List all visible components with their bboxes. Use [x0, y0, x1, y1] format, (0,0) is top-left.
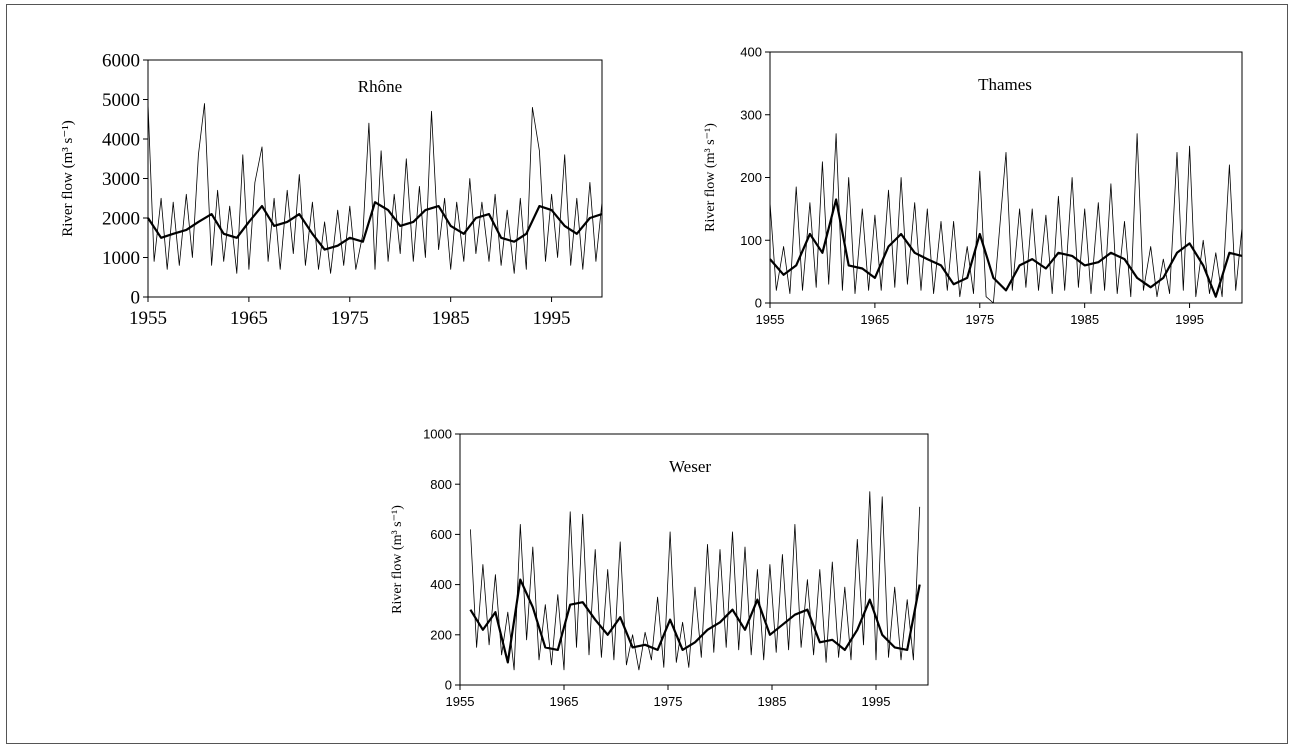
x-tick-label: 1975 — [965, 312, 994, 327]
x-tick-label: 1965 — [230, 308, 268, 329]
x-tick-label: 1975 — [331, 308, 369, 329]
x-tick-label: 1965 — [550, 694, 579, 709]
chart-2: 0 200 400 600 800 1000 1955 1965 1975 1985 1995 Wes… — [390, 427, 929, 709]
x-tick-label: 1995 — [533, 308, 571, 329]
chart-title: Rhône — [358, 77, 402, 96]
x-tick-label: 1975 — [654, 694, 683, 709]
y-tick-label: 800 — [430, 477, 452, 492]
y-axis-label: River flow (m³ s⁻¹) — [703, 123, 718, 232]
chart-1: 0 100 200 300 400 1955 1965 1975 1985 1995 Thames R… — [703, 45, 1243, 327]
series-line-thick — [147, 201, 603, 251]
series-line-thick — [469, 578, 921, 664]
chart-title: Thames — [978, 75, 1032, 94]
y-tick-label: 1000 — [102, 248, 140, 269]
series-line-thin — [769, 133, 1243, 304]
y-tick-label: 5000 — [102, 90, 140, 111]
x-tick-label: 1985 — [758, 694, 787, 709]
chart-0: 0 1000 2000 3000 4000 5000 6000 1955 1965 1975 198… — [60, 51, 603, 329]
y-tick-label: 4000 — [102, 130, 140, 151]
y-axis-label: River flow (m³ s⁻¹) — [60, 120, 76, 236]
y-tick-label: 0 — [445, 678, 452, 693]
y-tick-label: 1000 — [423, 427, 452, 442]
x-tick-label: 1955 — [756, 312, 785, 327]
x-tick-label: 1985 — [1070, 312, 1099, 327]
series-line-thick — [769, 198, 1243, 298]
y-axis-label: River flow (m³ s⁻¹) — [390, 505, 405, 614]
y-tick-label: 0 — [131, 288, 141, 309]
x-tick-label: 1995 — [1175, 312, 1204, 327]
x-tick-label: 1955 — [446, 694, 475, 709]
x-tick-label: 1995 — [862, 694, 891, 709]
y-tick-label: 300 — [740, 107, 762, 122]
y-tick-label: 6000 — [102, 51, 140, 72]
y-tick-label: 600 — [430, 527, 452, 542]
y-tick-label: 200 — [430, 627, 452, 642]
y-tick-label: 100 — [740, 233, 762, 248]
series-line-thin — [470, 491, 921, 671]
x-tick-label: 1955 — [129, 308, 167, 329]
y-tick-label: 2000 — [102, 209, 140, 230]
y-tick-label: 400 — [740, 45, 762, 60]
x-tick-label: 1985 — [432, 308, 470, 329]
y-tick-label: 200 — [740, 170, 762, 185]
y-tick-label: 400 — [430, 577, 452, 592]
plot-area — [459, 433, 929, 686]
series-line-thin — [147, 103, 603, 274]
figure-frame — [6, 4, 1288, 744]
y-tick-label: 3000 — [102, 169, 140, 190]
y-tick-label: 0 — [755, 296, 762, 311]
chart-title: Weser — [669, 457, 711, 476]
x-tick-label: 1965 — [860, 312, 889, 327]
